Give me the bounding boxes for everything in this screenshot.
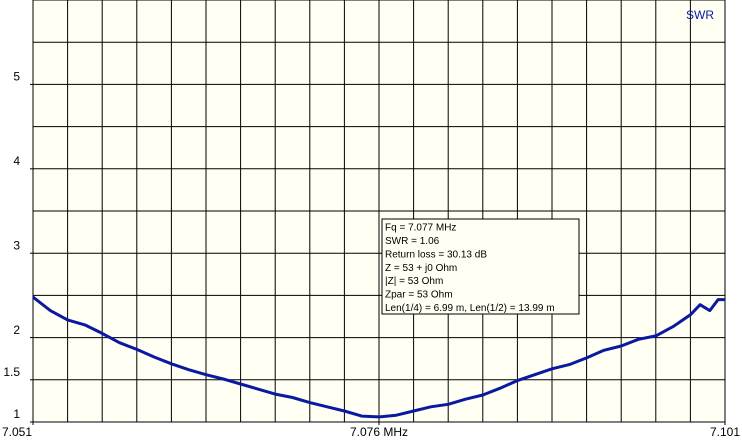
info-line: |Z| = 53 Ohm: [385, 276, 443, 287]
series-line: [32, 295, 725, 419]
info-line: Fq = 7.077 MHz: [385, 223, 456, 234]
x-tick-label: 7.051: [2, 425, 32, 439]
y-tick-label: 2: [13, 323, 20, 337]
info-box-frame: [381, 218, 580, 315]
x-tick-label: 7.101: [710, 425, 740, 439]
x-tick-label: 7.076 MHz: [350, 425, 408, 439]
grid: [33, 0, 725, 422]
info-line: SWR = 1.06: [385, 236, 440, 247]
y-tick-label: 5: [13, 70, 20, 84]
info-line: Return loss = 30.13 dB: [385, 249, 487, 260]
y-tick-label: 1: [13, 407, 20, 421]
legend-label: SWR: [686, 8, 714, 22]
info-line: Z = 53 + j0 Ohm: [385, 263, 457, 274]
y-tick-label: 3: [13, 238, 20, 252]
y-tick-label: 1.5: [3, 365, 20, 379]
info-line: Zpar = 53 Ohm: [385, 290, 453, 301]
info-box: Fq = 7.077 MHz SWR = 1.06 Return loss = 30…: [381, 218, 580, 315]
info-line: Len(1/4) = 6.99 m, Len(1/2) = 13.99 m: [385, 303, 555, 314]
y-tick-label: 4: [13, 154, 20, 168]
lines: [32, 295, 725, 419]
labels: 1 1.5 2 3 4 5 7.051 7.076 MHz 7.101 SWR: [2, 8, 740, 439]
